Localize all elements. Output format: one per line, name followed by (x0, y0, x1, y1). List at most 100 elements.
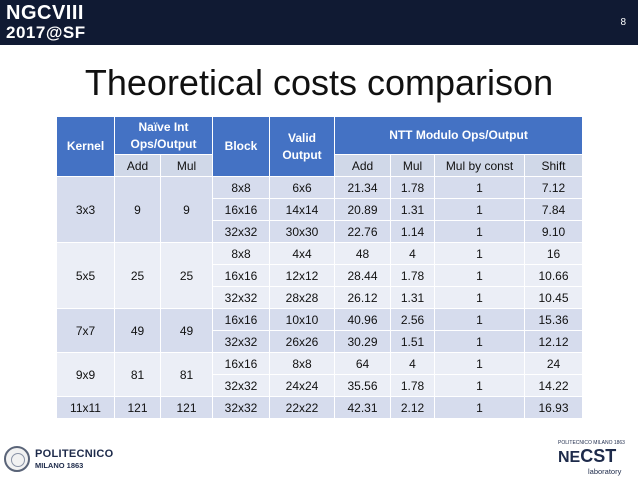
table-row: 7x7 49 49 16x16 10x10 40.96 2.56 1 15.36 (56, 308, 584, 353)
cell-block: 8x8 (212, 242, 270, 265)
cell-ntt-add: 20.89 (334, 198, 391, 221)
subheader-ntt-shift: Shift (523, 154, 584, 177)
table-row: 16x16 14x14 20.89 1.31 1 7.84 (57, 198, 584, 221)
cell-ntt-add: 28.44 (334, 264, 391, 287)
cell-valid-output: 10x10 (269, 308, 335, 331)
necst-wordmark: NECST (558, 447, 616, 466)
cell-ntt-add: 26.12 (334, 286, 391, 309)
cell-mul-by-const: 1 (434, 308, 525, 331)
cell-naive-add: 9 (114, 176, 161, 243)
cell-mul-by-const: 1 (434, 330, 525, 353)
cell-mul-by-const: 1 (434, 374, 525, 397)
cell-shift: 24 (523, 352, 584, 375)
cell-valid-output: 14x14 (269, 198, 335, 221)
cell-shift: 7.12 (523, 176, 584, 199)
cell-ntt-add: 42.31 (334, 396, 391, 419)
cell-mul-by-const: 1 (434, 198, 525, 221)
cell-ntt-mul: 4 (390, 242, 435, 265)
header-kernel: Kernel (56, 116, 115, 177)
cell-kernel: 9x9 (56, 352, 115, 397)
cell-valid-output: 28x28 (269, 286, 335, 309)
cell-naive-mul: 25 (160, 242, 213, 309)
cell-ntt-add: 30.29 (334, 330, 391, 353)
cell-block: 32x32 (212, 374, 270, 397)
cell-block: 16x16 (212, 352, 270, 375)
university-seal-icon (4, 446, 30, 472)
cell-shift: 9.10 (523, 220, 584, 243)
cell-kernel: 11x11 (56, 396, 115, 419)
cell-ntt-mul: 2.56 (390, 308, 435, 331)
page-number: 8 (620, 17, 626, 28)
politecnico-subtitle: MILANO 1863 (35, 461, 84, 470)
cell-ntt-mul: 1.14 (390, 220, 435, 243)
slide-title: Theoretical costs comparison (84, 62, 554, 103)
subheader-ntt-add: Add (334, 154, 391, 177)
politecnico-name: POLITECNICO (35, 448, 114, 460)
table-row: 3x3 9 9 8x8 6x6 21.34 1.78 1 7.12 (56, 176, 584, 243)
cell-block: 32x32 (212, 396, 270, 419)
cell-kernel: 3x3 (56, 176, 115, 243)
cell-mul-by-const: 1 (434, 264, 525, 287)
cell-naive-add: 121 (114, 396, 161, 419)
cell-mul-by-const: 1 (434, 242, 525, 265)
cell-ntt-add: 64 (334, 352, 391, 375)
cell-mul-by-const: 1 (434, 396, 525, 419)
cell-ntt-mul: 1.51 (390, 330, 435, 353)
cell-ntt-add: 40.96 (334, 308, 391, 331)
cell-shift: 15.36 (523, 308, 584, 331)
necst-laboratory: laboratory (588, 467, 622, 476)
cell-valid-output: 12x12 (269, 264, 335, 287)
costs-table: Kernel Naïve Int Ops/Output Block Valid … (56, 116, 584, 419)
cell-valid-output: 24x24 (269, 374, 335, 397)
cell-ntt-mul: 1.78 (390, 264, 435, 287)
cell-naive-add: 49 (114, 308, 161, 353)
cell-valid-output: 4x4 (269, 242, 335, 265)
cell-mul-by-const: 1 (434, 286, 525, 309)
cell-ntt-mul: 4 (390, 352, 435, 375)
top-banner: NGCVIII 2017@SF 8 (0, 0, 638, 45)
subheader-naive-add: Add (114, 154, 161, 177)
cell-ntt-add: 21.34 (334, 176, 391, 199)
header-block: Block (212, 116, 270, 177)
cell-valid-output: 8x8 (269, 352, 335, 375)
cell-block: 16x16 (212, 264, 270, 287)
cell-block: 32x32 (212, 220, 270, 243)
cell-naive-mul: 9 (160, 176, 213, 243)
cell-naive-mul: 81 (160, 352, 213, 397)
table-row: 32x32 30x30 22.76 1.14 1 9.10 (57, 220, 584, 243)
necst-cst: CST (580, 446, 617, 466)
header-valid-output: Valid Output (269, 116, 335, 177)
cell-naive-add: 25 (114, 242, 161, 309)
cell-mul-by-const: 1 (434, 352, 525, 375)
cell-shift: 14.22 (523, 374, 584, 397)
cell-mul-by-const: 1 (434, 176, 525, 199)
header-ntt: NTT Modulo Ops/Output (333, 116, 584, 155)
cell-naive-mul: 49 (160, 308, 213, 353)
cell-shift: 16.93 (523, 396, 584, 419)
table-row: 32x32 26x26 30.29 1.51 1 12.12 (57, 330, 584, 353)
cell-ntt-mul: 1.31 (390, 198, 435, 221)
cell-block: 32x32 (212, 286, 270, 309)
subheader-ntt-mul: Mul (390, 154, 435, 177)
cell-shift: 16 (523, 242, 584, 265)
subheader-naive-mul: Mul (160, 154, 213, 177)
cell-ntt-mul: 2.12 (390, 396, 435, 419)
cell-naive-mul: 121 (160, 396, 213, 419)
cell-kernel: 5x5 (56, 242, 115, 309)
table-row: 9x9 81 81 16x16 8x8 64 4 1 24 (56, 352, 584, 397)
cell-valid-output: 30x30 (269, 220, 335, 243)
cell-shift: 10.45 (523, 286, 584, 309)
cell-ntt-mul: 1.78 (390, 374, 435, 397)
necst-ne: NE (558, 449, 581, 466)
cell-mul-by-const: 1 (434, 220, 525, 243)
cell-valid-output: 6x6 (269, 176, 335, 199)
table-row: 11x11 121 121 32x32 22x22 42.31 2.12 1 16.93 (56, 396, 584, 419)
cell-block: 32x32 (212, 330, 270, 353)
cell-valid-output: 22x22 (269, 396, 335, 419)
cell-naive-add: 81 (114, 352, 161, 397)
cell-shift: 7.84 (523, 198, 584, 221)
necst-affiliation: POLITECNICO MILANO 1863 (558, 440, 625, 446)
cell-ntt-mul: 1.31 (390, 286, 435, 309)
cell-block: 16x16 (212, 198, 270, 221)
cell-shift: 10.66 (523, 264, 584, 287)
